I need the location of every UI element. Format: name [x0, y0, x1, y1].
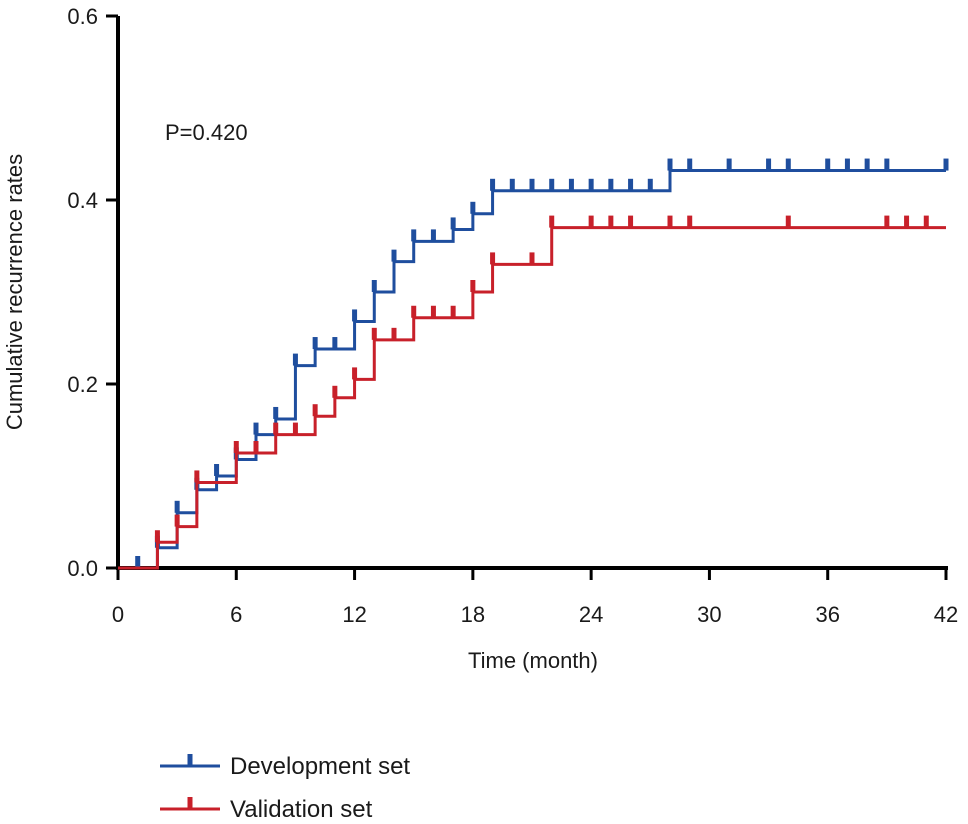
censor-mark-0-27 [647, 178, 653, 191]
censor-mark-1-2 [154, 530, 160, 543]
censor-mark-0-17 [450, 217, 456, 230]
censor-mark-0-20 [509, 178, 515, 191]
y-axis-title: Cumulative recurrence rates [2, 154, 27, 430]
y-tick-label-0.4: 0.4 [67, 188, 98, 213]
censor-mark-0-23 [568, 178, 574, 191]
censor-mark-1-25 [608, 215, 614, 228]
x-tick-label-12: 12 [342, 602, 366, 627]
censor-mark-1-7 [253, 441, 259, 453]
p-value-annotation: P=0.420 [165, 120, 248, 145]
censor-mark-1-39 [884, 215, 890, 228]
censor-mark-0-38 [864, 158, 870, 171]
censor-mark-1-22 [549, 215, 555, 228]
censor-mark-0-29 [687, 158, 693, 171]
censor-mark-0-16 [430, 229, 436, 242]
x-tick-label-6: 6 [230, 602, 242, 627]
censor-mark-1-18 [470, 280, 476, 292]
censor-mark-1-17 [450, 305, 456, 318]
censor-mark-0-7 [253, 422, 259, 435]
legend-label-1: Validation set [230, 796, 373, 823]
censor-mark-1-13 [371, 327, 377, 340]
censor-mark-0-22 [549, 178, 555, 191]
censor-mark-0-9 [292, 353, 298, 366]
censor-mark-1-26 [628, 215, 634, 228]
censor-mark-0-1 [135, 556, 141, 568]
censor-mark-1-29 [687, 215, 693, 228]
legend: Development set Validation set [160, 753, 410, 823]
censor-mark-0-42 [943, 158, 949, 171]
axes: 0 6 12 18 24 30 36 42 0.0 0.2 0.4 0.6 [67, 4, 958, 627]
legend-label-0: Development set [230, 753, 410, 780]
censor-mark-1-8 [273, 422, 279, 435]
censor-mark-0-36 [825, 158, 831, 171]
censor-mark-1-9 [292, 422, 298, 435]
censor-mark-0-10 [312, 337, 318, 350]
censor-mark-0-28 [667, 158, 673, 171]
censor-mark-0-8 [273, 406, 279, 419]
y-tick-label-0.2: 0.2 [67, 372, 98, 397]
legend-censor-mark-0 [187, 754, 193, 766]
censor-mark-0-33 [766, 158, 772, 171]
censor-mark-0-5 [214, 464, 220, 476]
censor-mark-1-4 [194, 470, 200, 483]
series-line-0 [118, 169, 946, 570]
censor-mark-0-11 [332, 337, 338, 350]
censor-mark-0-34 [785, 158, 791, 171]
series-0 [118, 158, 949, 570]
censor-mark-0-24 [588, 178, 594, 191]
censor-mark-1-41 [923, 215, 929, 228]
censor-mark-1-3 [174, 514, 180, 527]
censor-mark-0-14 [391, 249, 397, 262]
legend-censor-mark-1 [187, 797, 193, 809]
censor-mark-1-40 [904, 215, 910, 228]
series-line-1 [118, 226, 946, 570]
y-tick-label-0.0: 0.0 [67, 556, 98, 581]
x-tick-label-0: 0 [112, 602, 124, 627]
series-layer [118, 158, 949, 570]
censor-mark-0-19 [490, 178, 496, 191]
x-tick-label-36: 36 [815, 602, 839, 627]
censor-mark-1-19 [490, 252, 496, 265]
censor-mark-0-18 [470, 201, 476, 214]
censor-mark-0-25 [608, 178, 614, 191]
censor-mark-1-28 [667, 215, 673, 228]
x-tick-label-42: 42 [934, 602, 958, 627]
x-tick-label-30: 30 [697, 602, 721, 627]
censor-mark-1-14 [391, 327, 397, 340]
censor-mark-1-21 [529, 252, 535, 265]
censor-mark-1-16 [430, 305, 436, 318]
censor-mark-0-15 [411, 229, 417, 242]
censor-mark-1-15 [411, 305, 417, 318]
censor-mark-1-10 [312, 404, 318, 417]
x-tick-label-18: 18 [461, 602, 485, 627]
censor-mark-1-6 [233, 441, 239, 453]
censor-mark-0-21 [529, 178, 535, 191]
censor-mark-0-31 [726, 158, 732, 171]
y-tick-label-0.6: 0.6 [67, 4, 98, 29]
censor-mark-0-13 [371, 280, 377, 292]
censor-mark-1-11 [332, 385, 338, 398]
censor-mark-1-34 [785, 215, 791, 228]
censor-mark-0-39 [884, 158, 890, 171]
x-tick-label-24: 24 [579, 602, 603, 627]
censor-mark-0-37 [844, 158, 850, 171]
censor-mark-0-12 [352, 309, 358, 322]
x-axis-title: Time (month) [468, 648, 598, 673]
censor-mark-1-12 [352, 367, 358, 380]
censor-mark-0-3 [174, 500, 180, 513]
series-1 [118, 215, 946, 570]
censor-mark-0-26 [628, 178, 634, 191]
censor-mark-1-24 [588, 215, 594, 228]
